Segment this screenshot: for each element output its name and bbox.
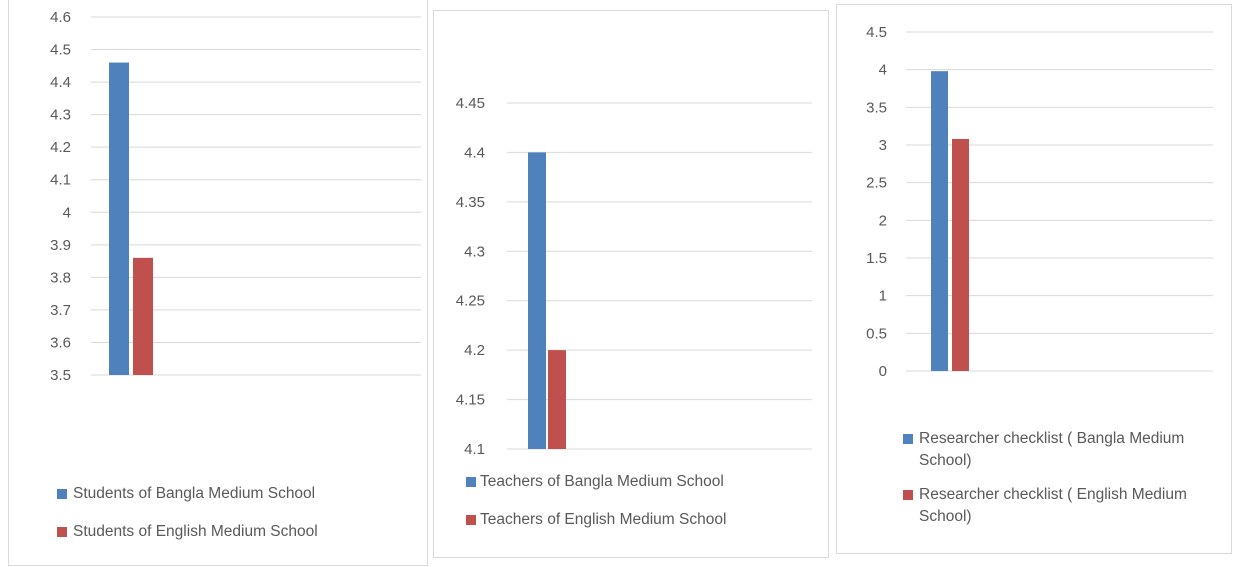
y-tick-label: 4.2 [50,139,71,156]
y-tick-label: 3.7 [50,302,71,319]
legend-item: Teachers of English Medium School [466,509,826,531]
legend-label: Researcher checklist ( English Medium Sc… [919,486,1187,525]
legend-swatch [57,527,67,537]
y-tick-label: 4 [63,204,71,221]
y-tick-label: 3 [879,137,887,154]
y-tick-label: 0 [879,363,887,380]
legend-item: Students of English Medium School [57,521,417,543]
y-tick-label: 4.25 [456,293,485,310]
legend-label: Students of Bangla Medium School [73,485,316,502]
y-tick-label: 3.9 [50,237,71,254]
y-tick-label: 3.5 [866,99,887,116]
legend-item: Students of Bangla Medium School [57,483,417,505]
legend-swatch [57,489,67,499]
y-tick-label: 4.2 [464,342,485,359]
chart-plot-researcher: 0 0.5 1 1.5 2 2.5 3 3.5 4 4.5 [866,24,1213,380]
bar-english-medium [133,257,153,375]
bar-english-medium [548,350,566,449]
chart-legend-teachers: Teachers of Bangla Medium School Teacher… [466,471,826,547]
bar-bangla-medium [109,62,129,376]
y-tick-label: 4 [879,62,887,79]
y-tick-label: 2.5 [866,175,887,192]
legend-item: Researcher checklist ( English Medium Sc… [903,484,1193,528]
bar-english-medium [952,138,969,371]
legend-item: Researcher checklist ( Bangla Medium Sch… [903,428,1193,472]
chart-plot-students: 3.5 3.6 3.7 3.8 3.9 4 4.1 4.2 4.3 4.4 4.5 4.6 [50,9,421,384]
y-tick-label: 4.4 [50,74,71,91]
legend-label: Teachers of Bangla Medium School [480,473,724,490]
y-tick-label: 4.1 [50,172,71,189]
legend-swatch [903,434,913,444]
y-tick-label: 4.5 [50,42,71,59]
chart-plot-teachers: 4.1 4.15 4.2 4.25 4.3 4.35 4.4 4.45 [456,95,812,458]
y-tick-label: 4.15 [456,392,485,409]
y-tick-label: 4.45 [456,95,485,112]
y-tick-label: 1.5 [866,250,887,267]
y-tick-label: 3.6 [50,334,71,351]
chart-legend-students: Students of Bangla Medium School Student… [57,483,417,559]
y-tick-label: 4.3 [50,107,71,124]
y-tick-label: 4.35 [456,194,485,211]
y-tick-label: 4.3 [464,243,485,260]
legend-item: Teachers of Bangla Medium School [466,471,826,493]
y-tick-label: 4.1 [464,441,485,458]
y-tick-label: 2 [879,212,887,229]
chart-panel-teachers: 4.1 4.15 4.2 4.25 4.3 4.35 4.4 4.45 Teachers of… [433,10,829,558]
legend-label: Researcher checklist ( Bangla Medium Sch… [919,430,1185,469]
chart-legend-researcher: Researcher checklist ( Bangla Medium Sch… [903,428,1193,544]
legend-swatch [903,490,913,500]
legend-swatch [466,477,476,487]
y-tick-label: 4.5 [866,24,887,41]
y-tick-label: 4.6 [50,9,71,26]
y-tick-label: 0.5 [866,325,887,342]
bar-bangla-medium [528,152,546,449]
y-tick-label: 4.4 [464,144,485,161]
bar-bangla-medium [931,71,948,371]
legend-label: Teachers of English Medium School [480,511,727,528]
chart-panel-students: 3.5 3.6 3.7 3.8 3.9 4 4.1 4.2 4.3 4.4 4.5 4.6 Stude… [8,0,428,566]
legend-swatch [466,515,476,525]
chart-panel-researcher: 0 0.5 1 1.5 2 2.5 3 3.5 4 4.5 Researcher checklis… [836,4,1232,554]
y-tick-label: 3.5 [50,367,71,384]
y-tick-label: 1 [879,288,887,305]
legend-label: Students of English Medium School [73,523,318,540]
y-tick-label: 3.8 [50,269,71,286]
